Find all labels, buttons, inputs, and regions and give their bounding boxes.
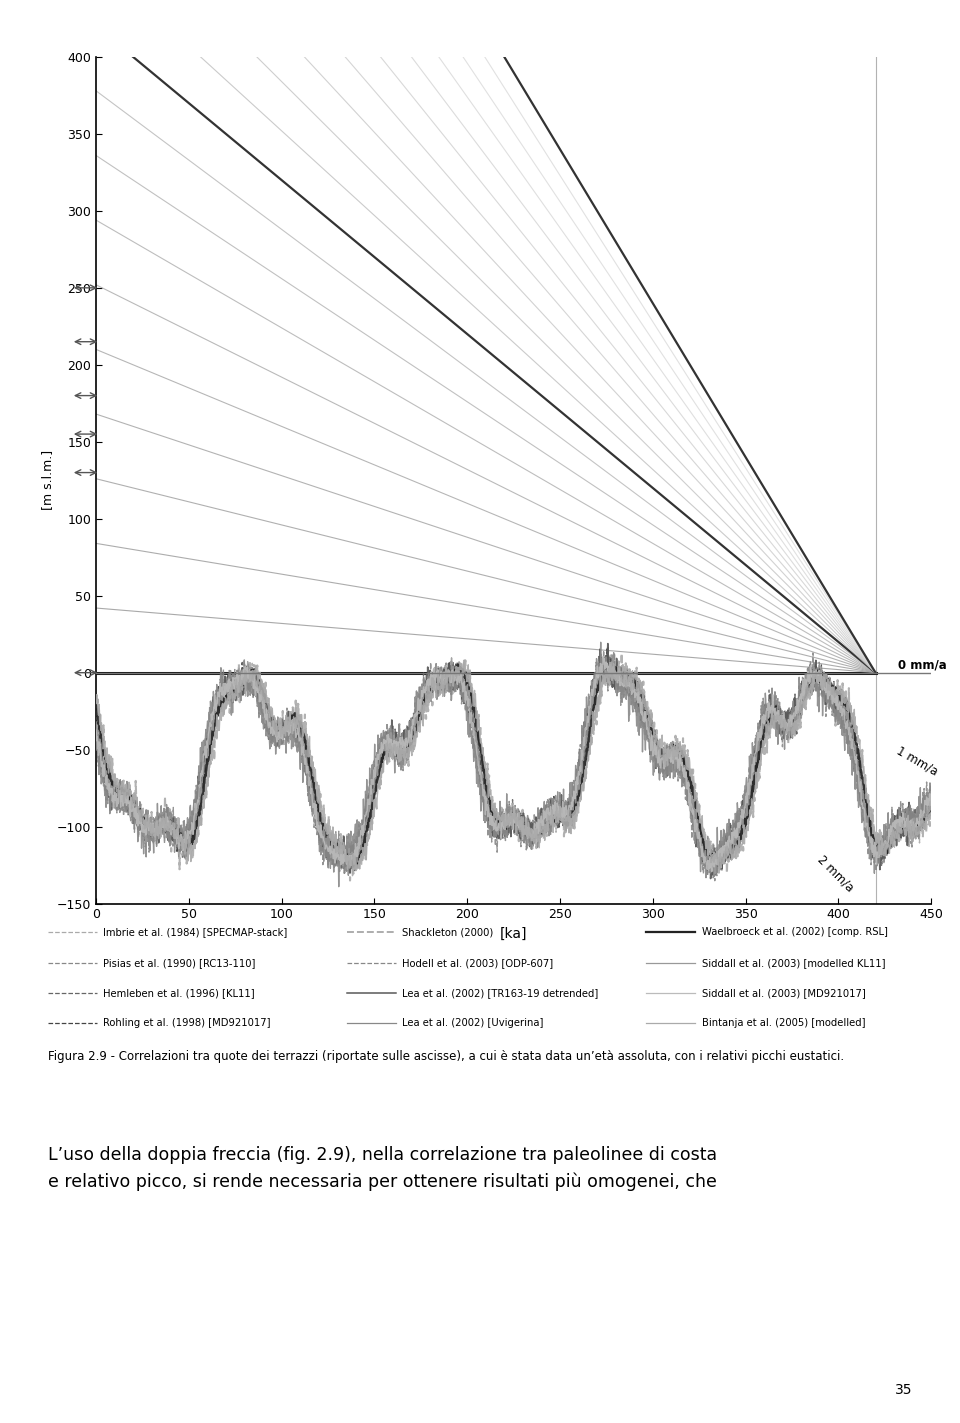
Text: Rohling et al. (1998) [MD921017]: Rohling et al. (1998) [MD921017] bbox=[104, 1019, 271, 1029]
Text: 0 mm/a: 0 mm/a bbox=[898, 659, 947, 672]
Text: Shackleton (2000): Shackleton (2000) bbox=[402, 928, 493, 938]
Text: Lea et al. (2002) [Uvigerina]: Lea et al. (2002) [Uvigerina] bbox=[402, 1019, 543, 1029]
Text: Siddall et al. (2003) [MD921017]: Siddall et al. (2003) [MD921017] bbox=[702, 988, 865, 998]
Text: Figura 2.9 - Correlazioni tra quote dei terrazzi (riportate sulle ascisse), a cu: Figura 2.9 - Correlazioni tra quote dei … bbox=[48, 1050, 844, 1063]
Text: Siddall et al. (2003) [modelled KL11]: Siddall et al. (2003) [modelled KL11] bbox=[702, 958, 885, 968]
Text: 35: 35 bbox=[895, 1383, 912, 1397]
Text: Hemleben et al. (1996) [KL11]: Hemleben et al. (1996) [KL11] bbox=[104, 988, 255, 998]
Text: Hodell et al. (2003) [ODP-607]: Hodell et al. (2003) [ODP-607] bbox=[402, 958, 554, 968]
Text: 2 mm/a: 2 mm/a bbox=[815, 852, 856, 894]
Y-axis label: [m s.l.m.]: [m s.l.m.] bbox=[41, 450, 54, 511]
X-axis label: [ka]: [ka] bbox=[500, 926, 527, 941]
Text: Lea et al. (2002) [TR163-19 detrended]: Lea et al. (2002) [TR163-19 detrended] bbox=[402, 988, 599, 998]
Text: Bintanja et al. (2005) [modelled]: Bintanja et al. (2005) [modelled] bbox=[702, 1019, 865, 1029]
Text: Waelbroeck et al. (2002) [comp. RSL]: Waelbroeck et al. (2002) [comp. RSL] bbox=[702, 928, 887, 938]
Text: L’uso della doppia freccia (fig. 2.9), nella correlazione tra paleolinee di cost: L’uso della doppia freccia (fig. 2.9), n… bbox=[48, 1146, 717, 1191]
Text: Imbrie et al. (1984) [SPECMAP-stack]: Imbrie et al. (1984) [SPECMAP-stack] bbox=[104, 928, 288, 938]
Text: 1 mm/a: 1 mm/a bbox=[895, 744, 941, 778]
Text: Pisias et al. (1990) [RC13-110]: Pisias et al. (1990) [RC13-110] bbox=[104, 958, 255, 968]
